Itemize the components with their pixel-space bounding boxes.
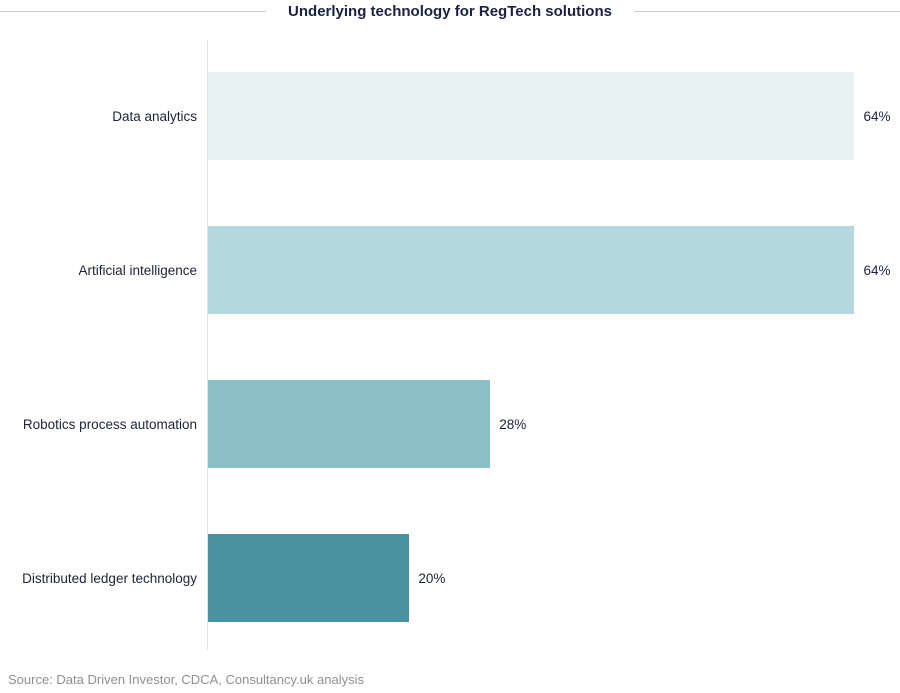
y-axis-line [207,40,208,650]
chart-title: Underlying technology for RegTech soluti… [288,3,612,20]
bar-row-distributed-ledger-technology: Distributed ledger technology 20% [0,534,900,622]
bar [207,72,855,160]
bar-track: 64% [207,226,900,314]
bar [207,380,491,468]
bar-rows: Data analytics 64% Artificial intelligen… [0,40,900,622]
bar [207,226,855,314]
bar-row-artificial-intelligence: Artificial intelligence 64% [0,226,900,314]
bar-row-data-analytics: Data analytics 64% [0,72,900,160]
bar-track: 64% [207,72,900,160]
bar-row-robotics-process-automation: Robotics process automation 28% [0,380,900,468]
bar-track: 28% [207,380,900,468]
value-label: 64% [863,262,891,278]
source-note: Source: Data Driven Investor, CDCA, Cons… [8,672,364,687]
category-label: Artificial intelligence [78,262,197,278]
title-rule-left [0,11,267,12]
category-label: Distributed ledger technology [22,570,197,586]
category-label: Robotics process automation [22,416,197,432]
value-label: 20% [418,570,446,586]
value-label: 64% [863,108,891,124]
title-rule-right [633,11,900,12]
category-label: Data analytics [112,108,197,124]
chart-header: Underlying technology for RegTech soluti… [0,0,900,23]
bar-chart: Data analytics 64% Artificial intelligen… [0,40,900,650]
bar [207,534,410,622]
bar-track: 20% [207,534,900,622]
value-label: 28% [499,416,527,432]
